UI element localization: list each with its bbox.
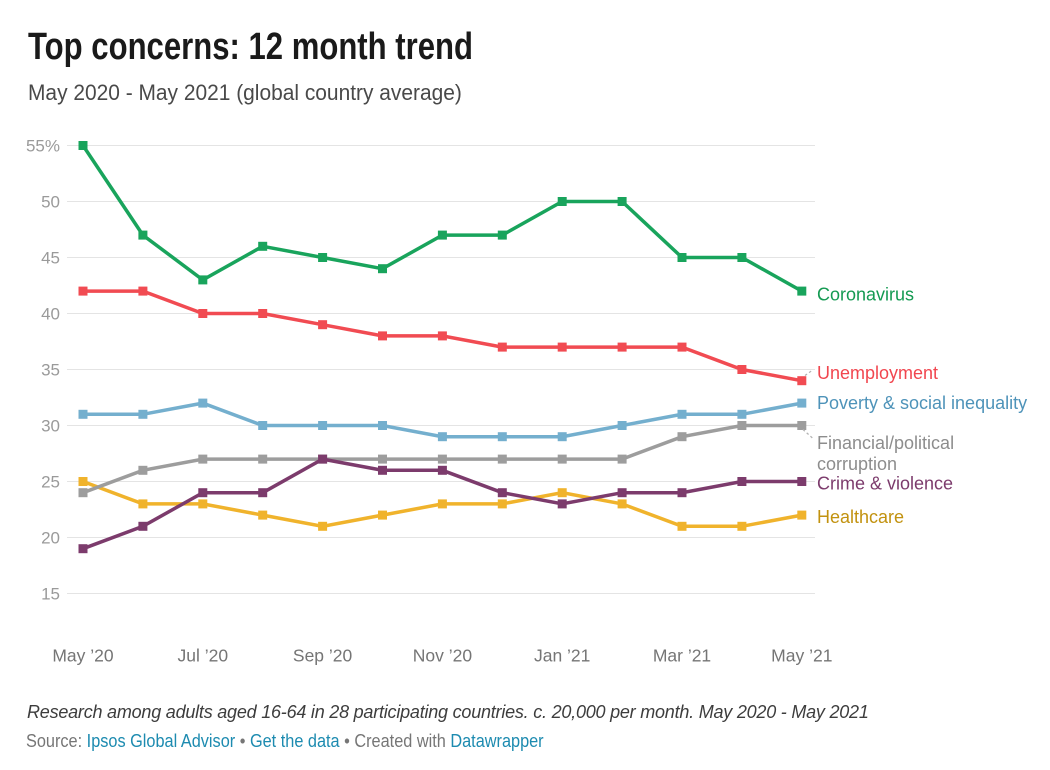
svg-text:15: 15 bbox=[41, 585, 60, 604]
svg-text:Crime & violence: Crime & violence bbox=[817, 474, 953, 494]
svg-text:40: 40 bbox=[41, 305, 60, 324]
svg-text:Coronavirus: Coronavirus bbox=[817, 285, 914, 305]
svg-text:Healthcare: Healthcare bbox=[817, 507, 904, 527]
svg-text:25: 25 bbox=[41, 473, 60, 492]
svg-text:30: 30 bbox=[41, 417, 60, 436]
svg-text:35: 35 bbox=[41, 361, 60, 380]
svg-text:Mar ’21: Mar ’21 bbox=[653, 646, 711, 666]
svg-text:50: 50 bbox=[41, 193, 60, 212]
svg-text:Jan ’21: Jan ’21 bbox=[534, 646, 590, 666]
svg-text:45: 45 bbox=[41, 249, 60, 268]
svg-text:corruption: corruption bbox=[817, 454, 897, 474]
svg-text:May ’21: May ’21 bbox=[771, 646, 832, 666]
svg-text:Sep ’20: Sep ’20 bbox=[293, 646, 353, 666]
svg-text:Jul ’20: Jul ’20 bbox=[178, 646, 229, 666]
svg-text:Financial/political: Financial/political bbox=[817, 433, 954, 453]
svg-text:55%: 55% bbox=[26, 137, 60, 156]
svg-text:May ’20: May ’20 bbox=[52, 646, 114, 666]
svg-text:Poverty & social inequality: Poverty & social inequality bbox=[817, 393, 1027, 413]
svg-text:Nov ’20: Nov ’20 bbox=[413, 646, 473, 666]
svg-text:20: 20 bbox=[41, 529, 60, 548]
svg-text:Unemployment: Unemployment bbox=[817, 363, 938, 383]
